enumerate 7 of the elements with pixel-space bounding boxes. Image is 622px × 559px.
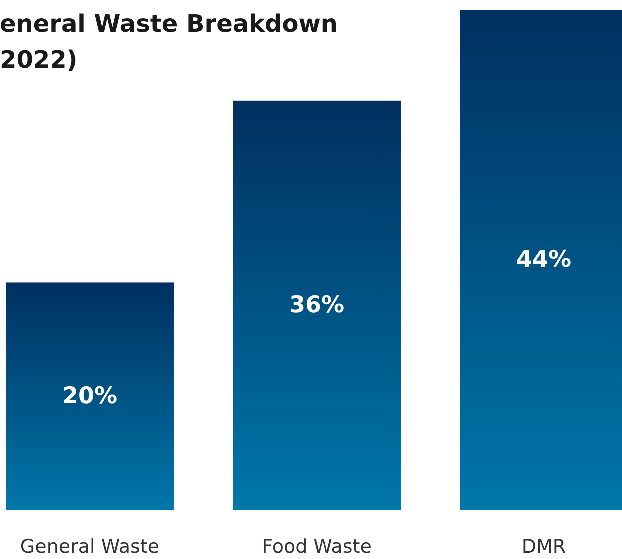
x-tick-label: DMR xyxy=(522,536,566,558)
x-tick-label: General Waste xyxy=(20,536,160,558)
data-label: 36% xyxy=(289,292,345,318)
text: eneral Waste Breakdown 2022) xyxy=(0,10,338,74)
x-tick-label: Food Waste xyxy=(262,536,372,558)
data-label: 44% xyxy=(516,247,572,273)
data-label: 20% xyxy=(62,383,118,410)
